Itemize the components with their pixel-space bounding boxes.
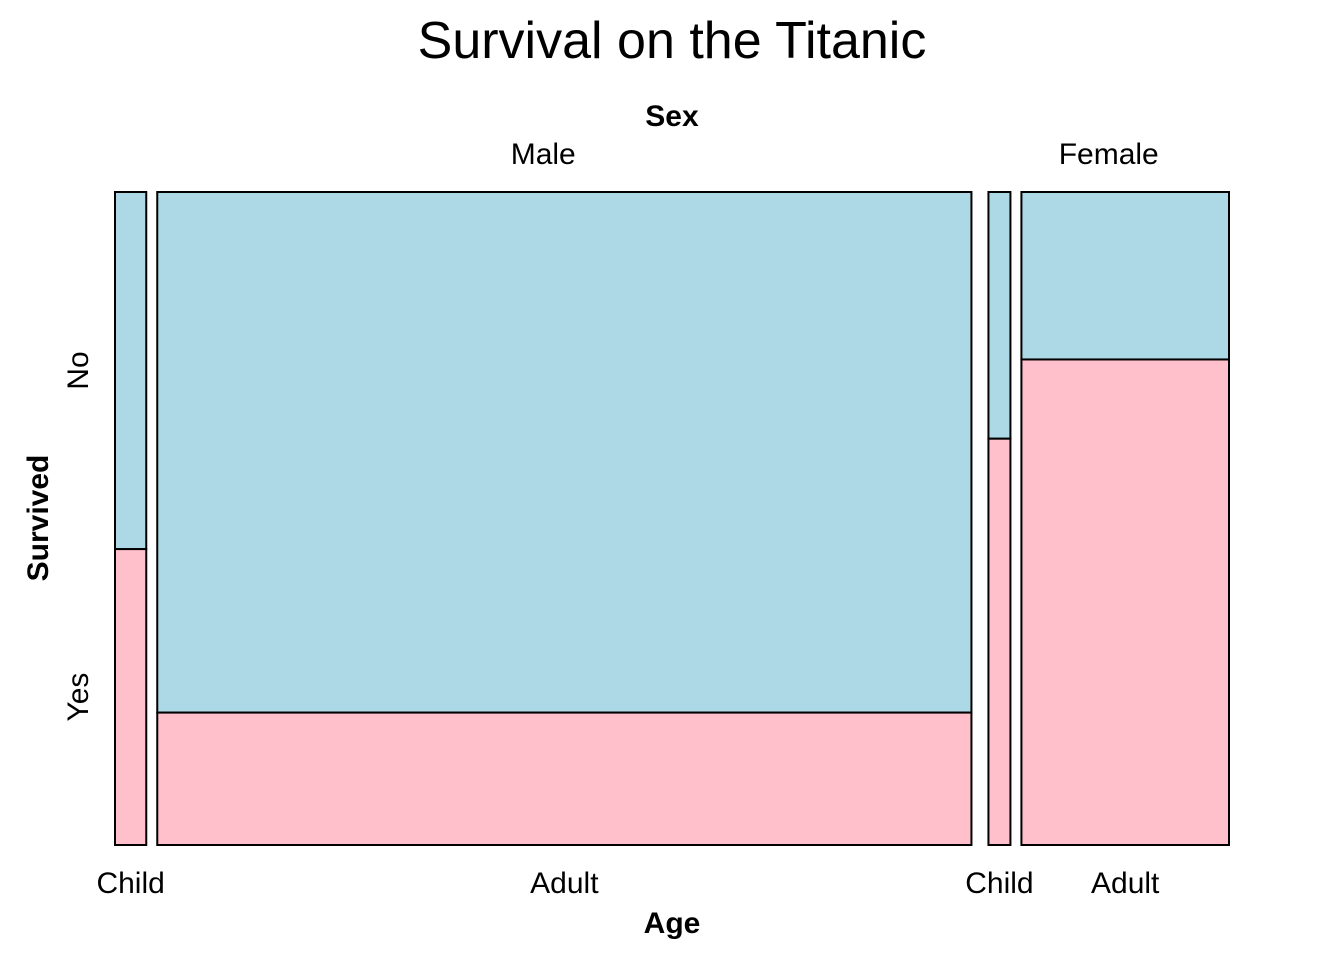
sex-axis-label: Sex xyxy=(645,100,699,133)
survived-axis-label: Survived xyxy=(22,455,55,582)
tile-female-adult-no xyxy=(1020,191,1230,361)
tile-male-child-no xyxy=(114,191,148,551)
age-label-male-adult: Adult xyxy=(530,867,599,900)
tile-female-adult-yes xyxy=(1020,358,1230,846)
chart-title: Survival on the Titanic xyxy=(418,12,927,70)
tile-male-adult-no xyxy=(156,191,973,714)
tile-male-adult-yes xyxy=(156,711,973,846)
tile-male-child-yes xyxy=(114,548,148,846)
age-label-female-adult: Adult xyxy=(1091,867,1160,900)
age-axis-label: Age xyxy=(644,907,701,940)
survived-level-labels: No Yes xyxy=(62,351,95,721)
survived-label-no: No xyxy=(62,351,95,389)
tile-female-child-no xyxy=(987,191,1012,440)
sex-label-male: Male xyxy=(511,138,576,171)
sex-level-labels: Male Female xyxy=(511,138,1159,171)
age-label-male-child: Child xyxy=(96,867,164,900)
survived-label-yes: Yes xyxy=(62,673,95,722)
age-label-female-child: Child xyxy=(965,867,1033,900)
tile-female-child-yes xyxy=(987,437,1012,846)
age-level-labels: Child Adult Child Adult xyxy=(96,867,1160,900)
sex-label-female: Female xyxy=(1059,138,1159,171)
mosaic-tiles xyxy=(114,191,1230,846)
